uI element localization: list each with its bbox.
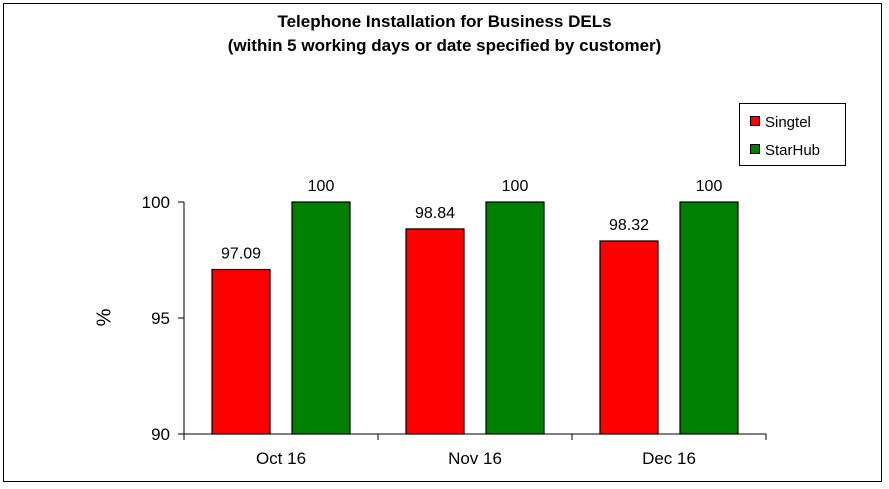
data-label-starhub-1: 100: [502, 178, 529, 195]
data-label-starhub-2: 100: [696, 178, 723, 195]
legend-item-singtel: Singtel: [750, 114, 811, 131]
y-tick-label-100: 100: [142, 193, 170, 212]
bar-starhub-0: [291, 201, 351, 435]
legend-item-starhub: StarHub: [750, 142, 820, 159]
data-label-starhub-0: 100: [308, 178, 335, 195]
bar-singtel-1: [405, 228, 465, 435]
chart-title: Telephone Installation for Business DELs: [277, 12, 612, 31]
bar-singtel-2: [599, 240, 659, 435]
legend-swatch-starhub: [750, 144, 760, 154]
bar-starhub-1: [485, 201, 545, 435]
data-label-singtel-1: 98.84: [415, 205, 455, 222]
legend-swatch-singtel: [750, 116, 760, 126]
legend-label-singtel: Singtel: [765, 114, 811, 131]
data-label-singtel-2: 98.32: [609, 217, 649, 234]
data-label-singtel-0: 97.09: [221, 246, 261, 263]
x-tick-label-1: Nov 16: [448, 449, 502, 468]
bar-singtel-0: [211, 268, 271, 435]
y-tick-label-95: 95: [151, 309, 170, 328]
legend: Singtel StarHub: [739, 103, 846, 166]
bar-starhub-2: [679, 201, 739, 435]
x-tick-label-0: Oct 16: [256, 449, 306, 468]
x-tick-label-2: Dec 16: [642, 449, 696, 468]
chart-subtitle: (within 5 working days or date specified…: [227, 36, 662, 55]
y-tick-label-90: 90: [151, 425, 170, 444]
legend-label-starhub: StarHub: [765, 142, 821, 159]
